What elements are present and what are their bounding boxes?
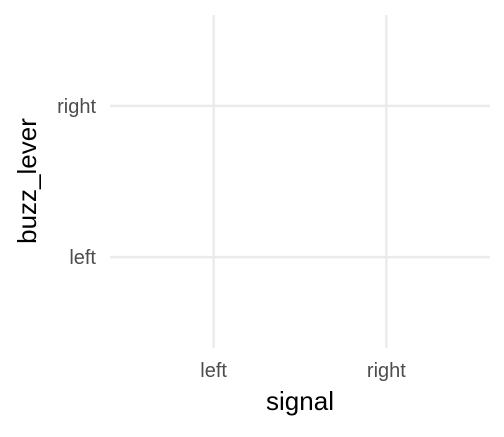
y-tick-labels: left right [57, 96, 96, 269]
x-gridlines [212, 15, 388, 348]
x-tick-label-left: left [200, 360, 227, 382]
y-gridlines [110, 104, 490, 259]
x-tick-label-right: right [367, 360, 406, 382]
x-tick-labels: left right [200, 360, 406, 382]
y-axis-title: buzz_lever [12, 118, 42, 244]
plot-background [110, 15, 490, 348]
x-axis-title: signal [266, 386, 334, 416]
y-tick-label-left: left [69, 247, 96, 269]
y-tick-label-right: right [57, 96, 96, 118]
